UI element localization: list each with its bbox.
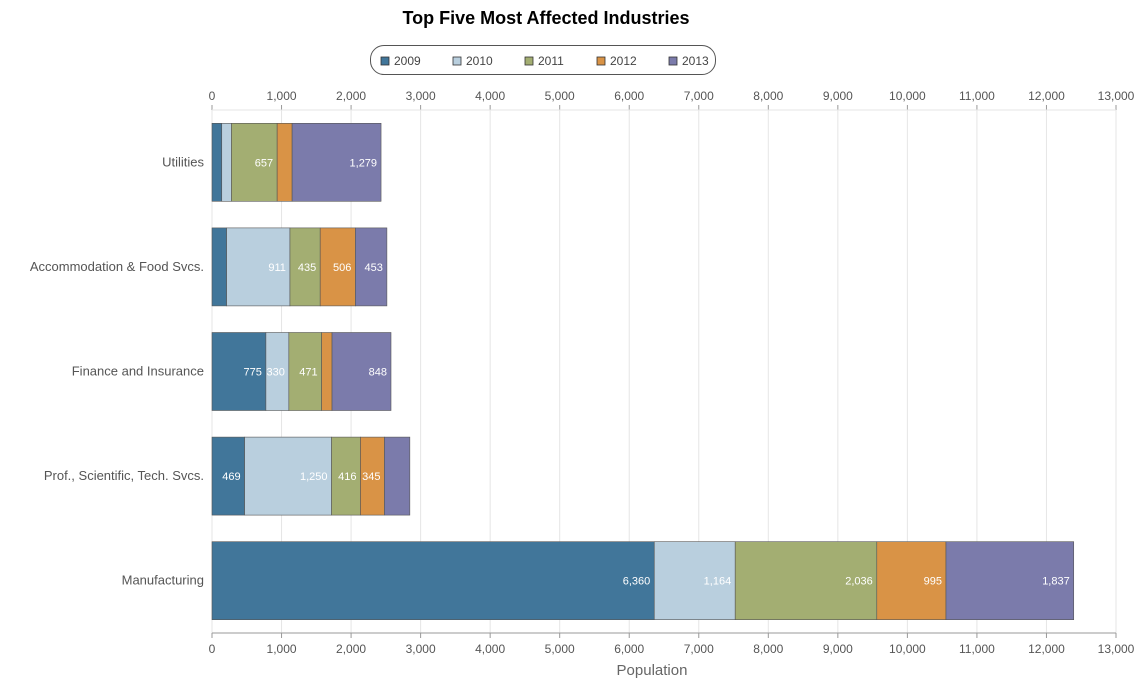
x-tick-label: 13,000 <box>1098 642 1135 656</box>
data-label: 453 <box>365 262 383 274</box>
bar-segment <box>321 332 333 411</box>
bar-segment <box>288 332 322 411</box>
data-label: 416 <box>338 471 356 483</box>
legend-label: 2010 <box>466 54 493 68</box>
bar-segment <box>211 332 267 411</box>
x-tick-label-top: 11,000 <box>959 89 995 103</box>
data-label: 471 <box>299 367 317 379</box>
bar-segment <box>876 541 947 621</box>
bar-segment <box>226 227 291 307</box>
y-category-label: Accommodation & Food Svcs. <box>30 259 204 274</box>
x-tick-label: 5,000 <box>545 642 575 656</box>
x-tick-label: 7,000 <box>684 642 714 656</box>
bar-segment <box>211 123 223 202</box>
bar-segment <box>653 541 736 621</box>
x-tick-label: 10,000 <box>889 642 926 656</box>
x-tick-label-top: 4,000 <box>475 89 505 103</box>
legend: 2009 2010 2011 2012 2013 <box>370 45 716 75</box>
bar-segment <box>734 541 878 621</box>
legend-svg: 2009 2010 2011 2012 2013 <box>380 54 709 68</box>
data-label: 911 <box>268 262 286 274</box>
x-tick-label: 1,000 <box>267 642 297 656</box>
data-label: 848 <box>369 367 387 379</box>
bar-segment <box>221 123 232 202</box>
data-label: 995 <box>924 576 942 588</box>
bar-segment <box>331 436 361 516</box>
y-category-label: Prof., Scientific, Tech. Svcs. <box>44 468 204 483</box>
bar-segment <box>211 436 245 516</box>
legend-label: 2012 <box>610 54 637 68</box>
data-label: 2,036 <box>845 576 873 588</box>
legend-label: 2011 <box>538 54 564 68</box>
x-tick-label: 2,000 <box>336 642 366 656</box>
bars-layer <box>211 123 1075 621</box>
bar-segment <box>384 436 411 516</box>
x-tick-label-top: 1,000 <box>267 89 297 103</box>
data-label: 775 <box>244 367 262 379</box>
bar-segment <box>291 123 382 202</box>
legend-label: 2013 <box>682 54 709 68</box>
legend-swatch <box>668 56 678 66</box>
bar-segment <box>331 332 392 411</box>
x-tick-label-top: 7,000 <box>684 89 714 103</box>
data-labels-layer: 657 1,279 911 435 506 453 775 330 471 848 469 1,250… <box>222 157 1069 587</box>
bar-segment <box>231 123 278 202</box>
x-tick-label-top: 9,000 <box>823 89 853 103</box>
x-tick-label: 3,000 <box>406 642 436 656</box>
x-tick-label-top: 13,000 <box>1098 89 1135 103</box>
data-label: 1,279 <box>350 157 378 169</box>
data-label: 657 <box>255 157 273 169</box>
data-label: 1,250 <box>300 471 328 483</box>
x-tick-label: 0 <box>209 642 216 656</box>
data-label: 6,360 <box>623 576 651 588</box>
bar-segment <box>319 227 356 307</box>
bar-segment <box>211 541 655 621</box>
x-tick-label-top: 10,000 <box>889 89 926 103</box>
x-tick-label-top: 8,000 <box>753 89 783 103</box>
data-label: 469 <box>222 471 240 483</box>
data-label: 435 <box>298 262 316 274</box>
legend-label: 2009 <box>394 54 421 68</box>
x-tick-label: 11,000 <box>959 642 995 656</box>
legend-swatch <box>380 56 390 66</box>
y-category-label: Utilities <box>162 154 204 169</box>
data-label: 1,164 <box>704 576 732 588</box>
chart-title: Top Five Most Affected Industries <box>402 8 690 28</box>
data-label: 330 <box>266 367 284 379</box>
x-tick-label: 12,000 <box>1028 642 1065 656</box>
bar-segment <box>244 436 332 516</box>
y-category-label: Manufacturing <box>122 573 204 588</box>
x-tick-label: 6,000 <box>614 642 644 656</box>
x-tick-label: 4,000 <box>475 642 505 656</box>
x-tick-label-top: 3,000 <box>406 89 436 103</box>
bar-segment <box>945 541 1075 621</box>
x-tick-label-top: 0 <box>209 89 216 103</box>
x-tick-label-top: 2,000 <box>336 89 366 103</box>
x-tick-label: 8,000 <box>753 642 783 656</box>
bar-segment <box>211 227 227 307</box>
data-label: 506 <box>333 262 351 274</box>
x-tick-label: 9,000 <box>823 642 853 656</box>
x-tick-label-top: 6,000 <box>614 89 644 103</box>
x-tick-label-top: 12,000 <box>1028 89 1065 103</box>
axes-layer: 0 0 1,000 1,000 2,000 2,000 3,000 3,000 4,000 4,0… <box>30 89 1135 678</box>
bar-segment <box>289 227 321 307</box>
x-axis-title: Population <box>617 662 688 678</box>
bar-segment <box>276 123 293 202</box>
x-tick-label-top: 5,000 <box>545 89 575 103</box>
bar-segment <box>355 227 388 307</box>
legend-swatch <box>596 56 606 66</box>
legend-swatch <box>452 56 462 66</box>
y-category-label: Finance and Insurance <box>72 364 204 379</box>
data-label: 345 <box>362 471 380 483</box>
legend-swatch <box>524 56 534 66</box>
data-label: 1,837 <box>1042 576 1070 588</box>
